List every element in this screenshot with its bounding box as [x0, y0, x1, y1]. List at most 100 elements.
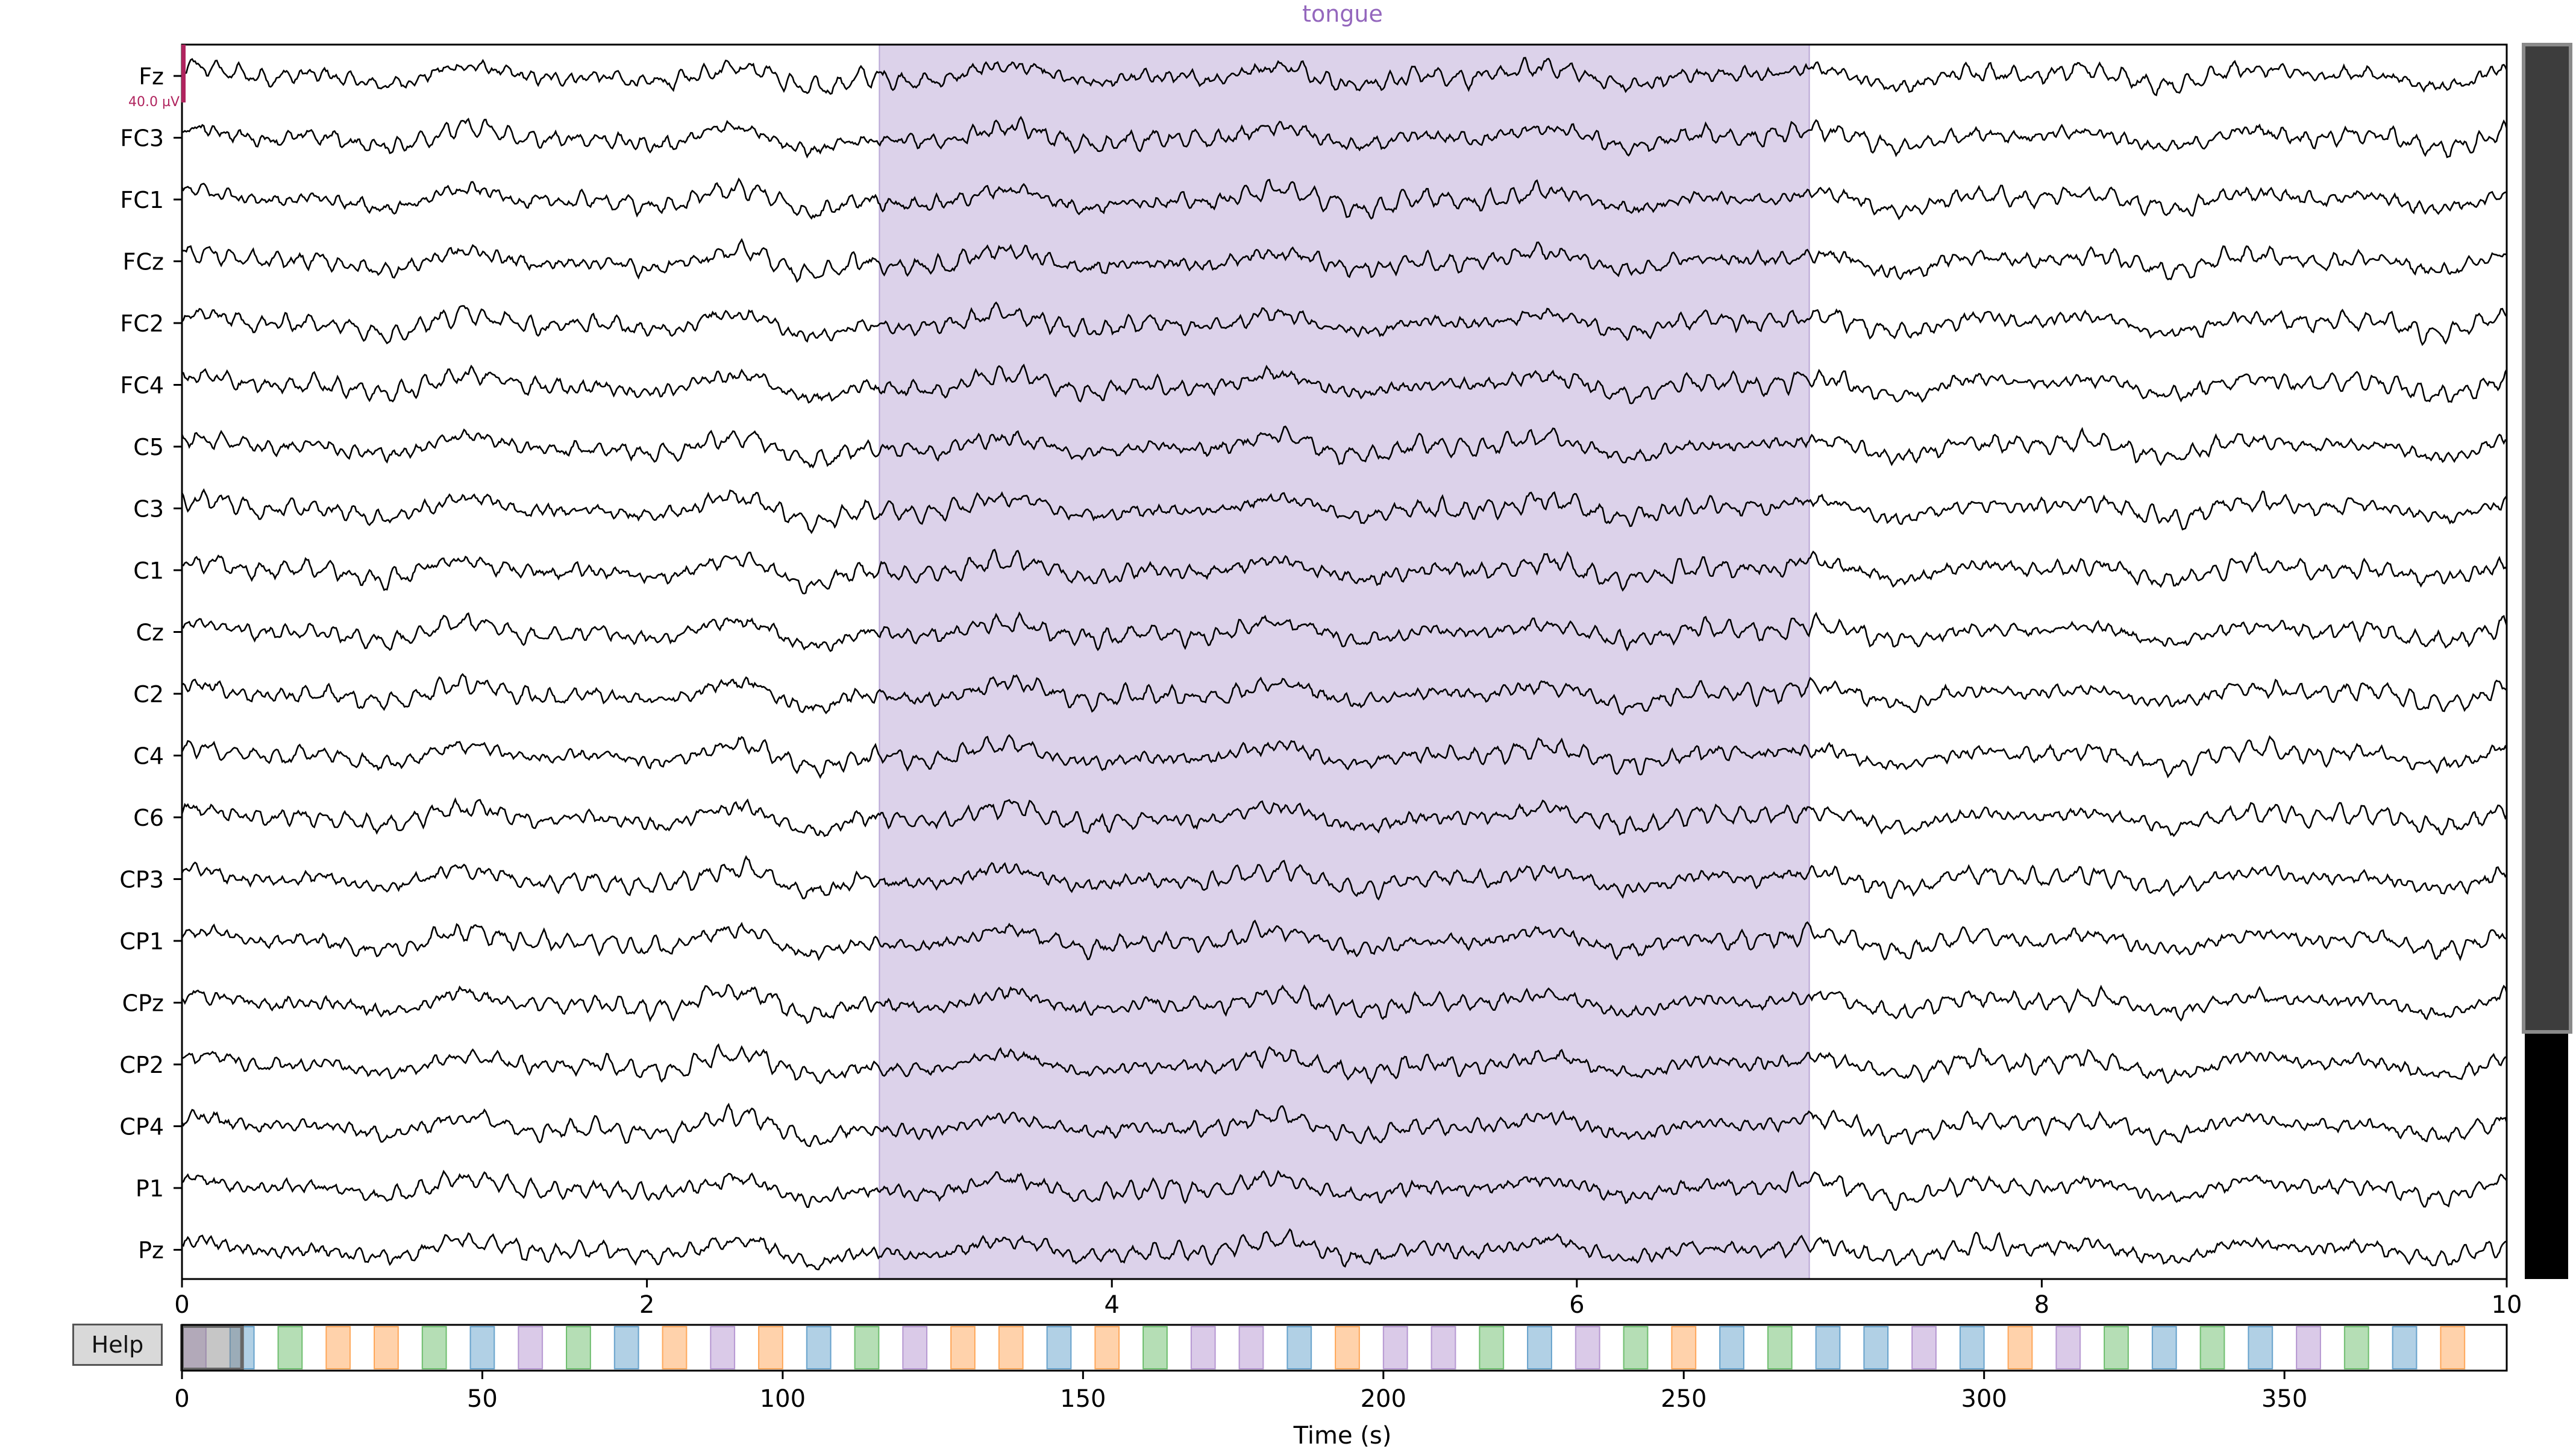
channel-label-C3[interactable]: C3 [133, 496, 164, 523]
channel-label-C4[interactable]: C4 [133, 743, 164, 770]
channel-label-FC2[interactable]: FC2 [120, 310, 164, 337]
x-axis-ticks: 0 2 4 6 8 10 [174, 1279, 2522, 1319]
trace-FC3 [181, 116, 2508, 159]
overview-event-13 [806, 1326, 832, 1369]
x-tick-label-4: 4 [1104, 1291, 1119, 1319]
channel-label-CP4[interactable]: CP4 [119, 1114, 164, 1140]
channel-label-Fz[interactable]: Fz [139, 63, 164, 90]
overview-bar[interactable]: 0 50 100 150 200 250 300 350 Time (s) [174, 1324, 2508, 1449]
overview-viewport-indicator[interactable] [180, 1324, 244, 1371]
overview-x-axis-label: Time (s) [1293, 1422, 1392, 1447]
channel-label-C1[interactable]: C1 [133, 558, 164, 584]
trace-C1 [181, 548, 2507, 595]
overview-event-18 [1046, 1326, 1072, 1369]
overview-event-20 [1142, 1326, 1168, 1369]
x-tick-label-0: 0 [174, 1291, 189, 1319]
trace-CPz [181, 984, 2508, 1025]
channel-label-CP3[interactable]: CP3 [119, 867, 164, 893]
overview-event-11 [710, 1326, 736, 1369]
overview-event-12 [758, 1326, 783, 1369]
scale-bar-line [181, 45, 186, 102]
overview-event-34 [1815, 1326, 1841, 1369]
overview-area[interactable] [182, 1325, 2507, 1371]
channel-label-Cz[interactable]: Cz [136, 620, 164, 646]
eeg-traces-plot[interactable]: Fz FC3 FC1 FCz FC2 FC4 C5 C3 C1 Cz C2 C4 C6 CP3 CP1 CPz… [119, 43, 2522, 1319]
annotation-span-tongue[interactable] [879, 45, 1810, 1279]
channel-label-FC3[interactable]: FC3 [120, 125, 164, 152]
overview-event-36 [1911, 1326, 1937, 1369]
overview-event-5 [421, 1326, 447, 1369]
trace-C6 [181, 797, 2508, 837]
overview-event-9 [613, 1326, 639, 1369]
overview-tick-label-200: 200 [1361, 1385, 1406, 1413]
channel-label-P1[interactable]: P1 [136, 1175, 164, 1202]
overview-event-21 [1190, 1326, 1216, 1369]
overview-event-10 [662, 1326, 688, 1369]
annotation-layer [879, 45, 1810, 1279]
overview-event-2 [277, 1326, 303, 1369]
overview-event-33 [1767, 1326, 1793, 1369]
channel-label-CPz[interactable]: CPz [122, 990, 164, 1017]
overview-event-6 [469, 1326, 495, 1369]
overview-tick-label-0: 0 [174, 1385, 189, 1413]
overview-event-17 [998, 1326, 1024, 1369]
overview-event-16 [950, 1326, 976, 1369]
overview-event-19 [1094, 1326, 1120, 1369]
overview-event-43 [2248, 1326, 2274, 1369]
overview-event-26 [1431, 1326, 1456, 1369]
overview-event-38 [2007, 1326, 2033, 1369]
overview-event-3 [325, 1326, 351, 1369]
channel-label-FC4[interactable]: FC4 [120, 372, 164, 399]
channel-label-CP1[interactable]: CP1 [119, 928, 164, 955]
annotation-label: tongue [1302, 1, 1383, 27]
trace-FC1 [181, 177, 2507, 221]
trace-Pz [181, 1228, 2507, 1271]
help-button[interactable]: Help [72, 1324, 163, 1366]
overview-tick-label-250: 250 [1661, 1385, 1706, 1413]
overview-event-28 [1527, 1326, 1552, 1369]
trace-layer [181, 57, 2508, 1271]
overview-tick-label-100: 100 [760, 1385, 806, 1413]
overview-event-24 [1335, 1326, 1360, 1369]
x-tick-label-2: 2 [639, 1291, 654, 1319]
overview-event-37 [1959, 1326, 1985, 1369]
channel-scrollbar[interactable] [2522, 43, 2572, 1279]
scrollbar-thumb[interactable] [2522, 43, 2572, 1034]
overview-event-4 [374, 1326, 399, 1369]
overview-event-47 [2440, 1326, 2466, 1369]
overview-event-23 [1286, 1326, 1312, 1369]
channel-label-Pz[interactable]: Pz [138, 1237, 164, 1264]
channel-label-FCz[interactable]: FCz [123, 249, 164, 275]
channel-label-C2[interactable]: C2 [133, 681, 164, 708]
channel-label-FC1[interactable]: FC1 [120, 187, 164, 213]
overview-event-31 [1671, 1326, 1697, 1369]
trace-C3 [181, 488, 2507, 535]
overview-event-15 [902, 1326, 928, 1369]
overview-event-14 [854, 1326, 880, 1369]
overview-frame [181, 1324, 2508, 1372]
overview-event-39 [2055, 1326, 2081, 1369]
overview-tick-label-350: 350 [2261, 1385, 2307, 1413]
overview-event-46 [2392, 1326, 2418, 1369]
overview-event-32 [1719, 1326, 1744, 1369]
overview-event-22 [1238, 1326, 1264, 1369]
trace-C2 [181, 673, 2507, 716]
plot-frame [181, 43, 2508, 1280]
channel-label-C6[interactable]: C6 [133, 805, 164, 831]
overview-event-42 [2199, 1326, 2225, 1369]
overview-event-44 [2296, 1326, 2321, 1369]
trace-FC2 [181, 301, 2508, 347]
trace-CP2 [181, 1043, 2507, 1085]
trace-FCz [181, 237, 2507, 283]
trace-Cz [181, 611, 2508, 652]
x-tick-label-6: 6 [1569, 1291, 1584, 1319]
overview-event-29 [1575, 1326, 1600, 1369]
overview-event-8 [566, 1326, 591, 1369]
overview-event-41 [2151, 1326, 2177, 1369]
channel-label-CP2[interactable]: CP2 [119, 1052, 164, 1078]
channel-label-C5[interactable]: C5 [133, 434, 164, 460]
overview-event-25 [1382, 1326, 1408, 1369]
overview-tick-label-50: 50 [467, 1385, 498, 1413]
